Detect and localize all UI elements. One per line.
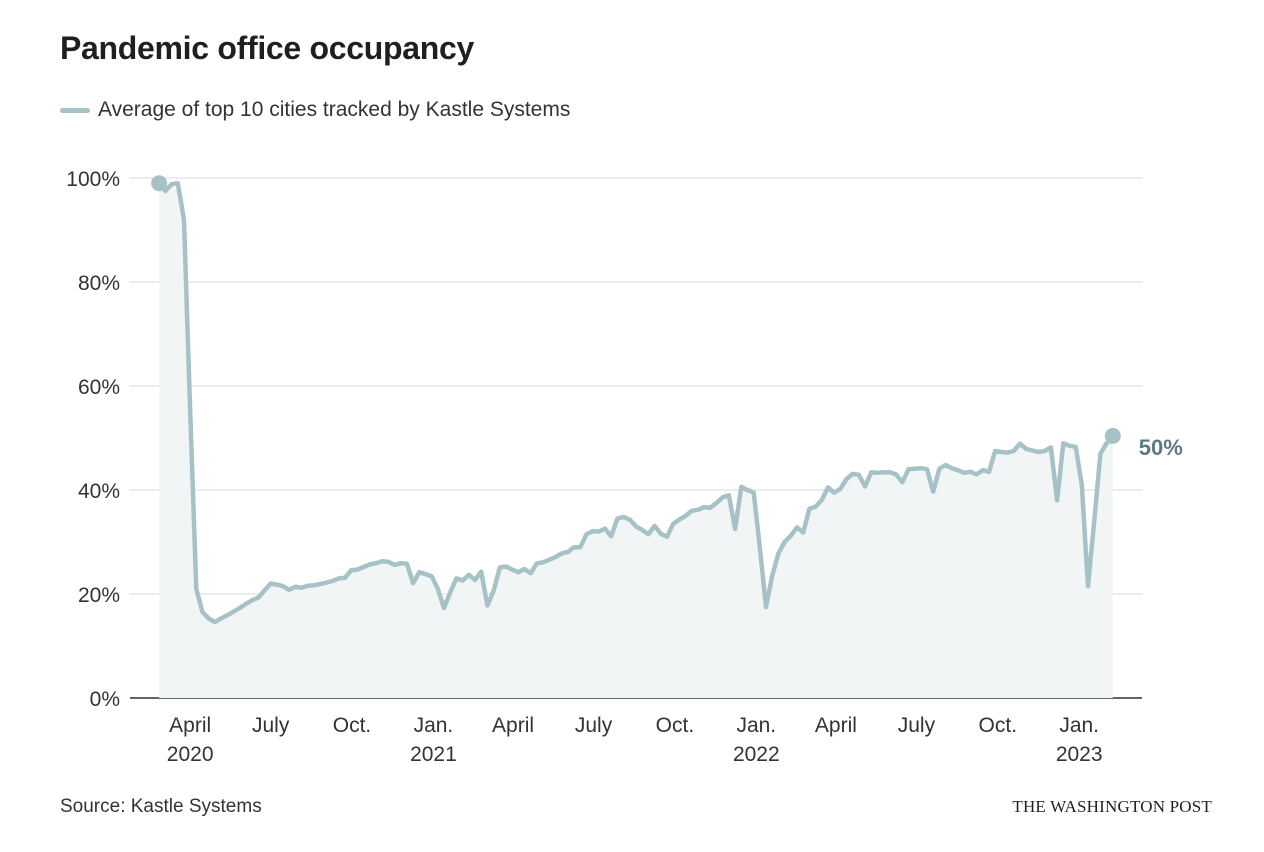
series-line	[156, 180, 1116, 625]
legend: Average of top 10 cities tracked by Kast…	[60, 96, 570, 124]
source-note: Source: Kastle Systems	[60, 796, 262, 817]
chart-title: Pandemic office occupancy	[60, 30, 474, 66]
marker-layer: 50%	[151, 175, 1183, 460]
x-tick-label: Oct.	[656, 714, 695, 737]
x-axis: April 2020 July Oct. Jan. 2021 April July Oct. Ja…	[167, 714, 1103, 766]
x-tick-year-label: 2023	[1056, 743, 1103, 766]
y-tick-label: 100%	[66, 168, 120, 191]
x-tick-label: April	[169, 714, 211, 737]
x-tick-year-label: 2020	[167, 743, 214, 766]
y-tick-label: 80%	[78, 272, 120, 295]
legend-swatch	[60, 107, 90, 113]
x-tick-year-label: 2022	[733, 743, 780, 766]
y-tick-label: 0%	[90, 688, 120, 711]
end-point-marker	[1104, 427, 1121, 444]
x-tick-label: April	[492, 714, 534, 737]
x-tick-label: July	[575, 714, 613, 737]
area-layer	[159, 183, 1113, 698]
start-point-marker	[151, 175, 168, 192]
x-tick-year-label: 2021	[410, 743, 457, 766]
x-tick-label: Oct.	[979, 714, 1018, 737]
x-tick-label: Jan.	[1059, 714, 1099, 737]
publisher-credit: THE WASHINGTON POST	[1012, 797, 1212, 816]
y-tick-label: 40%	[78, 480, 120, 503]
y-axis: 0% 20% 40% 60% 80% 100%	[66, 168, 120, 711]
x-tick-label: July	[252, 714, 290, 737]
x-tick-label: April	[815, 714, 857, 737]
x-tick-label: Jan.	[414, 714, 454, 737]
legend-label: Average of top 10 cities tracked by Kast…	[98, 98, 571, 121]
line-layer	[156, 180, 1116, 625]
x-tick-label: July	[898, 714, 936, 737]
x-tick-label: Jan.	[736, 714, 776, 737]
x-tick-label: Oct.	[333, 714, 372, 737]
y-tick-label: 20%	[78, 584, 120, 607]
end-value-label: 50%	[1139, 435, 1183, 460]
series-area	[159, 183, 1113, 698]
y-tick-label: 60%	[78, 376, 120, 399]
